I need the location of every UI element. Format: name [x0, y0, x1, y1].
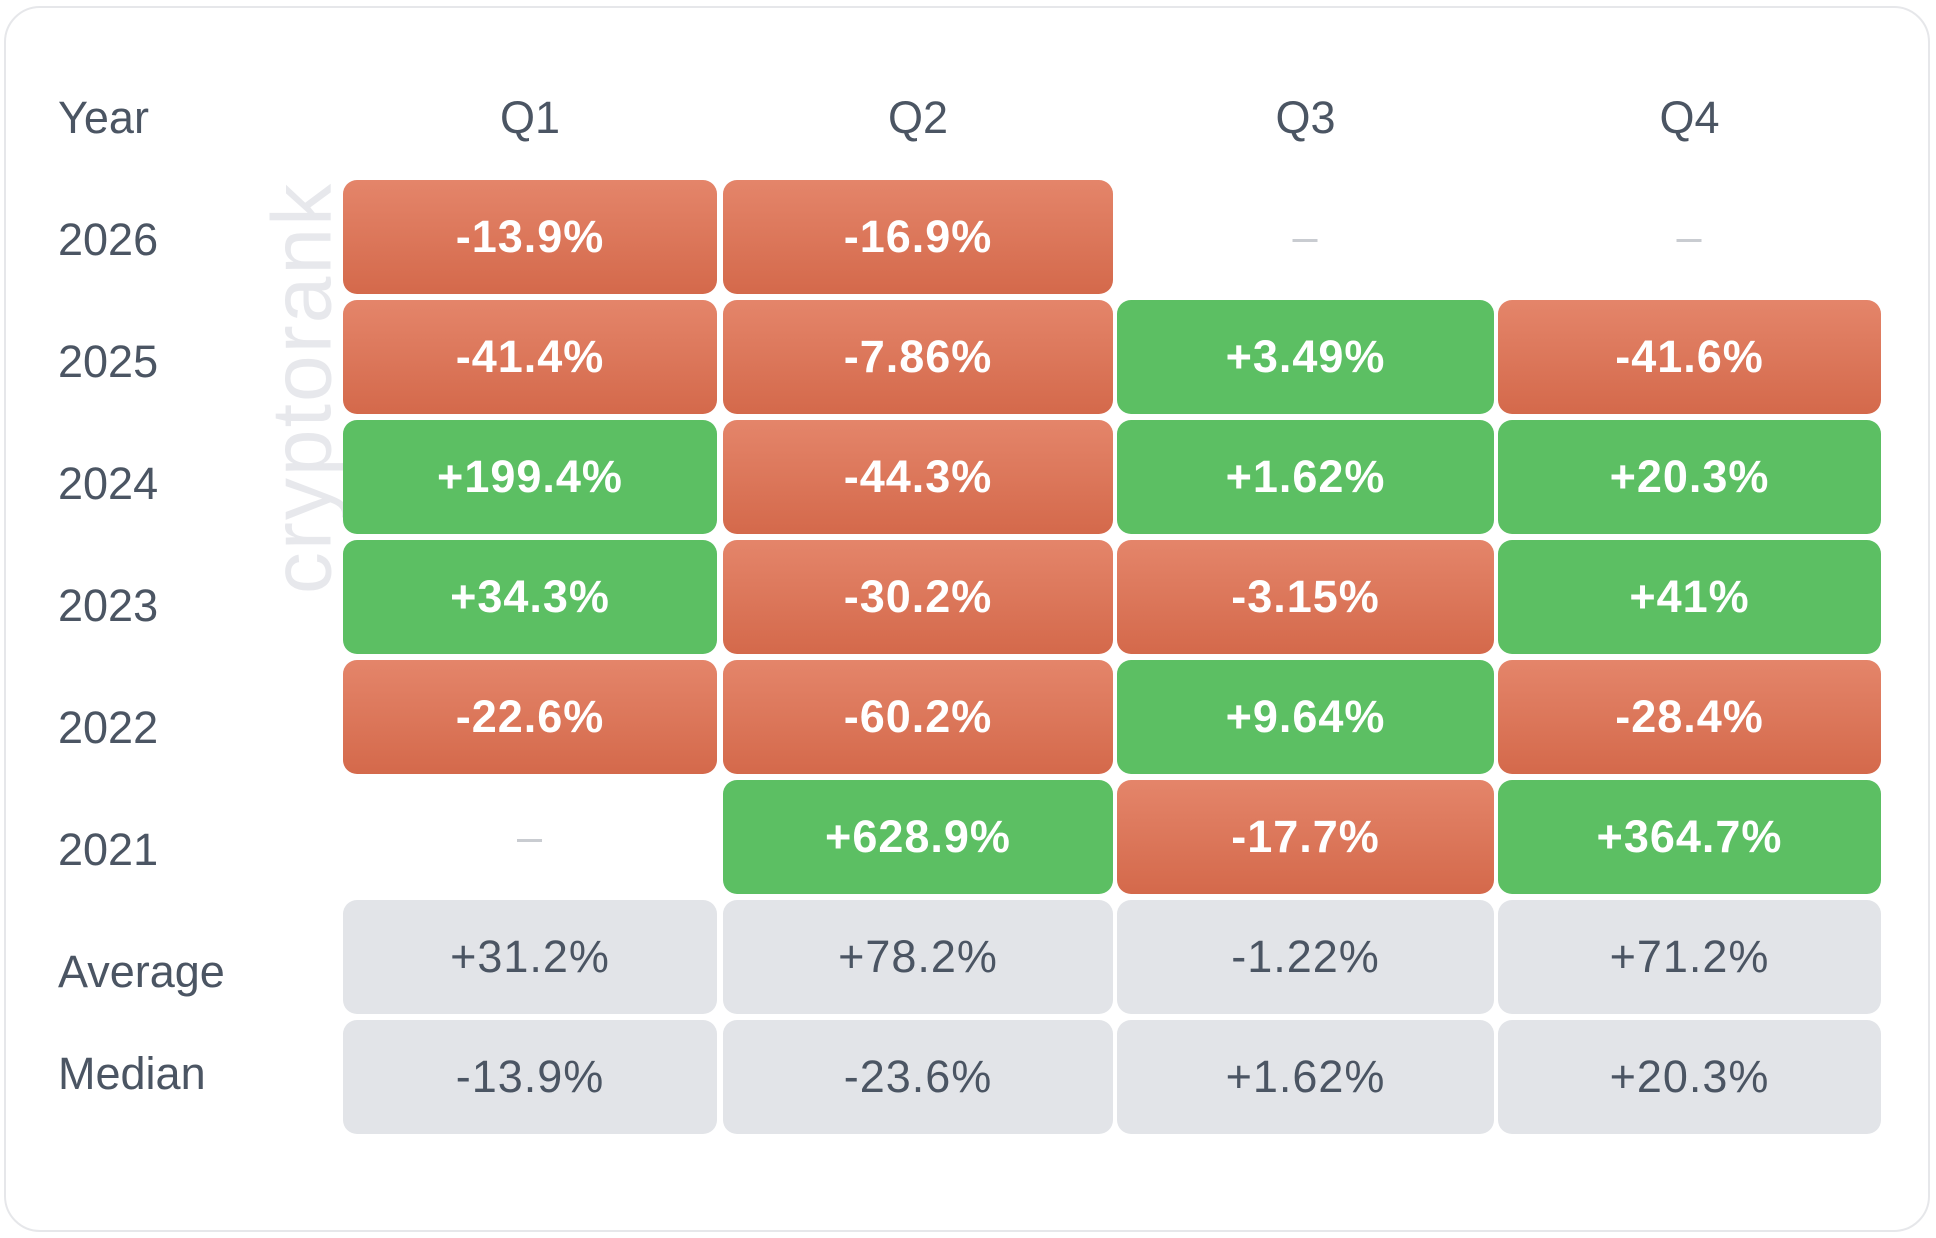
cell-average-q1: +31.2% — [343, 900, 717, 1014]
column-header-q2: Q2 — [887, 92, 949, 143]
cell-median-q3: +1.62% — [1117, 1020, 1494, 1134]
cell-2025-q2: -7.86% — [723, 300, 1113, 414]
cell-median-q1: -13.9% — [343, 1020, 717, 1134]
cell-2025-q1: -41.4% — [343, 300, 717, 414]
cell-2024-q1: +199.4% — [343, 420, 717, 534]
cell-2021-q4: +364.7% — [1498, 780, 1881, 894]
cell-2022-q4: -28.4% — [1498, 660, 1881, 774]
cell-2024-q3: +1.62% — [1117, 420, 1494, 534]
cell-2021-q3: -17.7% — [1117, 780, 1494, 894]
cell-2025-q3: +3.49% — [1117, 300, 1494, 414]
cell-2021-q2: +628.9% — [723, 780, 1113, 894]
cell-2026-q4: – — [1676, 211, 1703, 262]
column-header-q4: Q4 — [1659, 92, 1720, 143]
cell-2023-q4: +41% — [1498, 540, 1881, 654]
row-label-2025: 2025 — [58, 336, 159, 387]
column-header-q1: Q1 — [499, 92, 561, 143]
cell-2023-q3: -3.15% — [1117, 540, 1494, 654]
cell-2026-q2: -16.9% — [723, 180, 1113, 294]
cell-2025-q4: -41.6% — [1498, 300, 1881, 414]
row-label-2022: 2022 — [58, 702, 159, 753]
row-label-average: Average — [58, 946, 225, 997]
row-label-2026: 2026 — [58, 214, 159, 265]
cell-2026-q3: – — [1292, 211, 1319, 262]
cell-median-q4: +20.3% — [1498, 1020, 1881, 1134]
cell-2023-q1: +34.3% — [343, 540, 717, 654]
cell-2022-q2: -60.2% — [723, 660, 1113, 774]
row-label-2024: 2024 — [58, 458, 159, 509]
cell-2022-q1: -22.6% — [343, 660, 717, 774]
cell-average-q2: +78.2% — [723, 900, 1113, 1014]
column-header-q3: Q3 — [1275, 92, 1336, 143]
cell-2021-q1: – — [516, 811, 544, 862]
row-label-2023: 2023 — [58, 580, 159, 631]
cell-2024-q4: +20.3% — [1498, 420, 1881, 534]
cell-2026-q1: -13.9% — [343, 180, 717, 294]
cell-average-q3: -1.22% — [1117, 900, 1494, 1014]
cell-2024-q2: -44.3% — [723, 420, 1113, 534]
watermark-logo: cryptorank — [254, 181, 349, 595]
year-column-header: Year — [58, 92, 149, 143]
cell-average-q4: +71.2% — [1498, 900, 1881, 1014]
cell-2023-q2: -30.2% — [723, 540, 1113, 654]
row-label-median: Median — [58, 1048, 206, 1099]
row-label-2021: 2021 — [58, 824, 159, 875]
cell-2022-q3: +9.64% — [1117, 660, 1494, 774]
cell-median-q2: -23.6% — [723, 1020, 1113, 1134]
